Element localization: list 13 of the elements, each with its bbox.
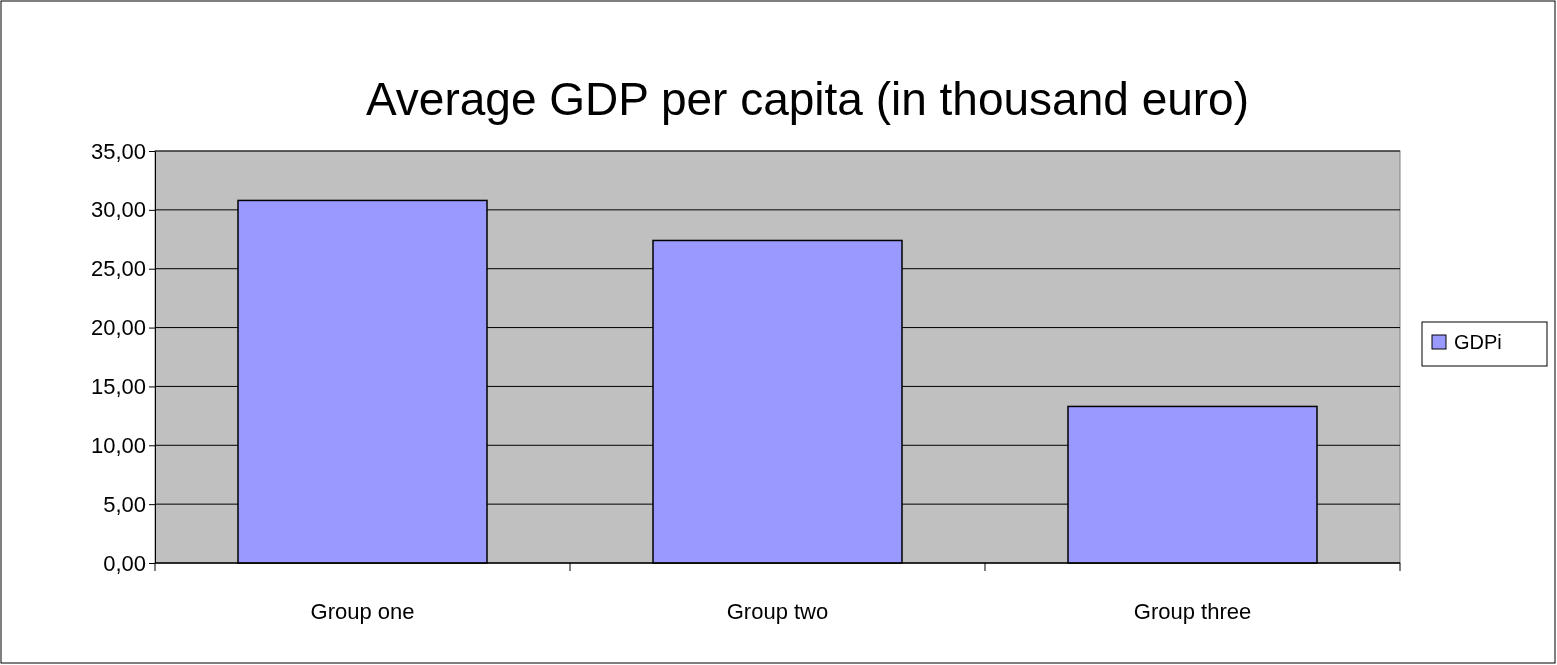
- x-tick-label: Group three: [1133, 599, 1252, 624]
- y-tick-label: 20,00: [90, 315, 146, 341]
- y-tick-label: 15,00: [90, 373, 146, 399]
- chart-title: Average GDP per capita (in thousand euro): [365, 73, 1250, 125]
- y-tick-label: 35,00: [90, 138, 146, 164]
- x-tick-label: Group two: [726, 599, 829, 624]
- x-tick-label: Group one: [310, 599, 415, 624]
- legend-label: GDPi: [1454, 331, 1502, 353]
- y-tick-label: 0,00: [103, 550, 146, 576]
- y-tick-label: 30,00: [90, 197, 146, 223]
- y-tick-label: 5,00: [103, 491, 146, 517]
- y-tick-label: 10,00: [90, 432, 146, 458]
- y-tick-label: 25,00: [90, 256, 146, 282]
